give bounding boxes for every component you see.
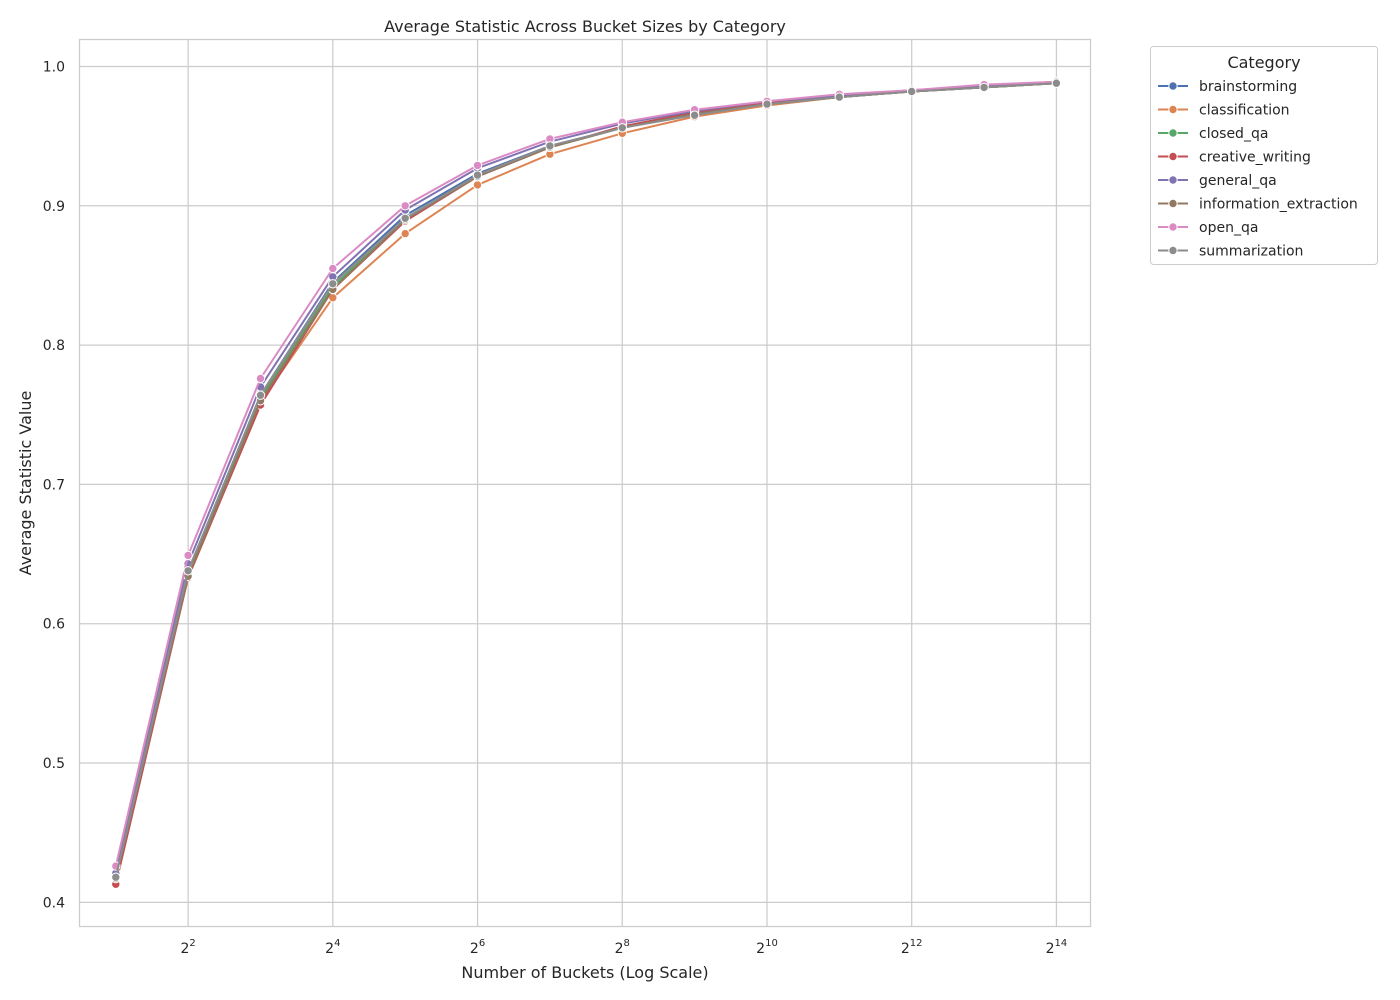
grid: [80, 40, 1090, 926]
x-axis-label: Number of Buckets (Log Scale): [461, 963, 708, 982]
x-tick-label: 210: [756, 938, 778, 957]
legend-marker: [1168, 128, 1178, 138]
y-tick-label: 0.4: [43, 895, 65, 911]
data-point: [400, 201, 410, 211]
data-point: [183, 566, 193, 576]
legend-marker: [1168, 222, 1178, 232]
legend-label: classification: [1199, 103, 1290, 119]
data-point: [400, 213, 410, 224]
x-tick-base: 2: [325, 941, 334, 957]
series-line: [114, 80, 1057, 867]
series-summarization: [111, 78, 1062, 882]
x-tick-base: 2: [901, 941, 910, 957]
legend-label: creative_writing: [1199, 150, 1311, 166]
legend-label: summarization: [1199, 244, 1303, 260]
data-point: [111, 872, 121, 882]
x-tick-base: 2: [756, 941, 765, 957]
y-tick-label: 1.0: [43, 59, 65, 75]
y-tick-label: 0.6: [43, 617, 65, 633]
data-point: [328, 263, 338, 274]
x-tick-exponent: 10: [765, 938, 778, 949]
x-axis-ticks: 22 24 26 28 210 212 214: [180, 938, 1067, 957]
legend-entry: brainstorming: [1158, 79, 1297, 95]
series-line: [114, 82, 1057, 878]
x-tick-base: 2: [1046, 941, 1055, 957]
legend-entry: creative_writing: [1158, 150, 1311, 166]
legend-label: general_qa: [1199, 173, 1277, 189]
data-point: [689, 110, 700, 120]
legend-entry: open_qa: [1158, 220, 1258, 236]
legend-marker: [1168, 151, 1178, 162]
legend-entry: classification: [1158, 103, 1290, 119]
legend: Category brainstorming classification clos…: [1150, 46, 1378, 265]
legend-entry: summarization: [1158, 244, 1303, 260]
data-point: [834, 92, 844, 102]
legend-label: brainstorming: [1199, 79, 1297, 95]
legend-marker: [1168, 245, 1178, 256]
x-tick-base: 2: [180, 941, 189, 957]
legend-entry: closed_qa: [1158, 126, 1268, 142]
legend-marker: [1168, 198, 1178, 209]
data-point: [907, 86, 917, 97]
x-tick-exponent: 4: [334, 938, 340, 949]
y-tick-label: 0.8: [43, 338, 65, 354]
y-tick-label: 0.7: [43, 477, 65, 493]
data-point: [400, 228, 410, 239]
x-tick-exponent: 6: [479, 938, 485, 949]
data-point: [979, 82, 989, 93]
y-axis-ticks: 0.4 0.5 0.6 0.7 0.8 0.9 1.0: [43, 59, 65, 911]
data-point: [762, 99, 772, 109]
legend-label: closed_qa: [1199, 126, 1268, 142]
data-point: [328, 279, 338, 289]
legend-marker: [1168, 81, 1178, 91]
x-tick-exponent: 8: [624, 938, 630, 949]
legend-entry: information_extraction: [1158, 197, 1358, 213]
chart-title: Average Statistic Across Bucket Sizes by…: [384, 17, 786, 36]
y-tick-label: 0.9: [43, 199, 65, 215]
plot-area: [78, 38, 1092, 928]
data-point: [617, 123, 627, 133]
data-point: [545, 141, 555, 151]
x-tick-label: 22: [180, 938, 195, 957]
series-layer: [111, 77, 1062, 889]
y-axis-label: Average Statistic Value: [16, 391, 35, 576]
x-tick-label: 28: [615, 938, 630, 957]
legend-marker: [1168, 104, 1178, 115]
legend-items: brainstorming classification closed_qacrea…: [1158, 79, 1358, 260]
legend-frame: [1150, 46, 1378, 265]
data-point: [255, 373, 266, 384]
legend-title: Category: [1227, 53, 1300, 72]
x-tick-exponent: 12: [910, 938, 923, 949]
x-tick-label: 24: [325, 938, 340, 957]
y-tick-label: 0.5: [43, 756, 65, 772]
x-tick-exponent: 14: [1055, 938, 1068, 949]
x-tick-exponent: 2: [189, 938, 195, 949]
data-point: [1051, 78, 1062, 88]
legend-entry: general_qa: [1158, 173, 1277, 189]
x-tick-label: 214: [1046, 938, 1068, 957]
data-point: [472, 170, 483, 180]
legend-marker: [1168, 175, 1178, 185]
legend-label: open_qa: [1199, 220, 1258, 236]
x-tick-base: 2: [615, 941, 624, 957]
data-point: [472, 180, 483, 190]
x-tick-label: 212: [901, 938, 923, 957]
data-point: [255, 390, 266, 400]
data-point: [472, 160, 483, 171]
legend-label: information_extraction: [1199, 197, 1358, 213]
x-tick-base: 2: [470, 941, 479, 957]
x-tick-label: 26: [470, 938, 485, 957]
data-point: [183, 550, 193, 561]
